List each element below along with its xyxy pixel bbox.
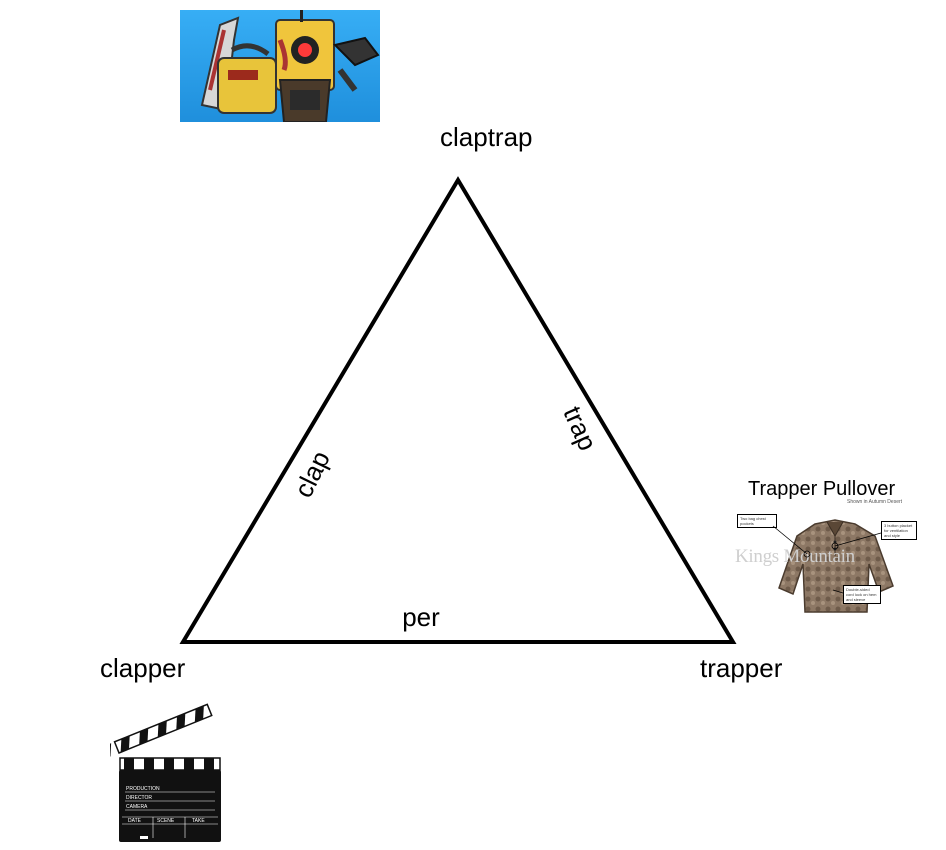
claptrap-image <box>180 10 380 122</box>
slate-date: DATE <box>128 818 141 824</box>
pullover-watermark: Kings Mountain <box>735 546 855 567</box>
callout-cordlock: Double-sided cord lock on hem and sleeve <box>843 585 881 604</box>
slate-camera: CAMERA <box>126 804 148 810</box>
node-label-left: clapper <box>100 653 186 683</box>
pullover-title: Trapper Pullover <box>748 478 896 500</box>
triangle-outline <box>179 176 737 644</box>
robot-with-chainsaw-icon <box>180 10 380 122</box>
slate-take: TAKE <box>192 818 205 824</box>
clapperboard-image: PRODUCTION DIRECTOR CAMERA DATE SCENE TA… <box>102 700 230 845</box>
edge-label-bottom: per <box>402 602 440 632</box>
callout-leaders <box>772 525 882 594</box>
callout-placket: 3 button placket for ventilation and sty… <box>881 521 917 540</box>
node-label-top: claptrap <box>440 122 533 152</box>
pullover-subtitle: Shown in Autumn Desert <box>847 499 903 505</box>
callout-pockets: Two bag chest pockets <box>737 514 777 528</box>
slate-production: PRODUCTION <box>126 786 160 792</box>
clapperboard-icon <box>102 703 221 842</box>
slate-scene: SCENE <box>157 818 175 824</box>
pullover-image: Trapper Pullover Shown in Autumn Desert … <box>735 478 935 623</box>
node-label-right: trapper <box>700 653 783 683</box>
slate-director: DIRECTOR <box>126 795 153 801</box>
